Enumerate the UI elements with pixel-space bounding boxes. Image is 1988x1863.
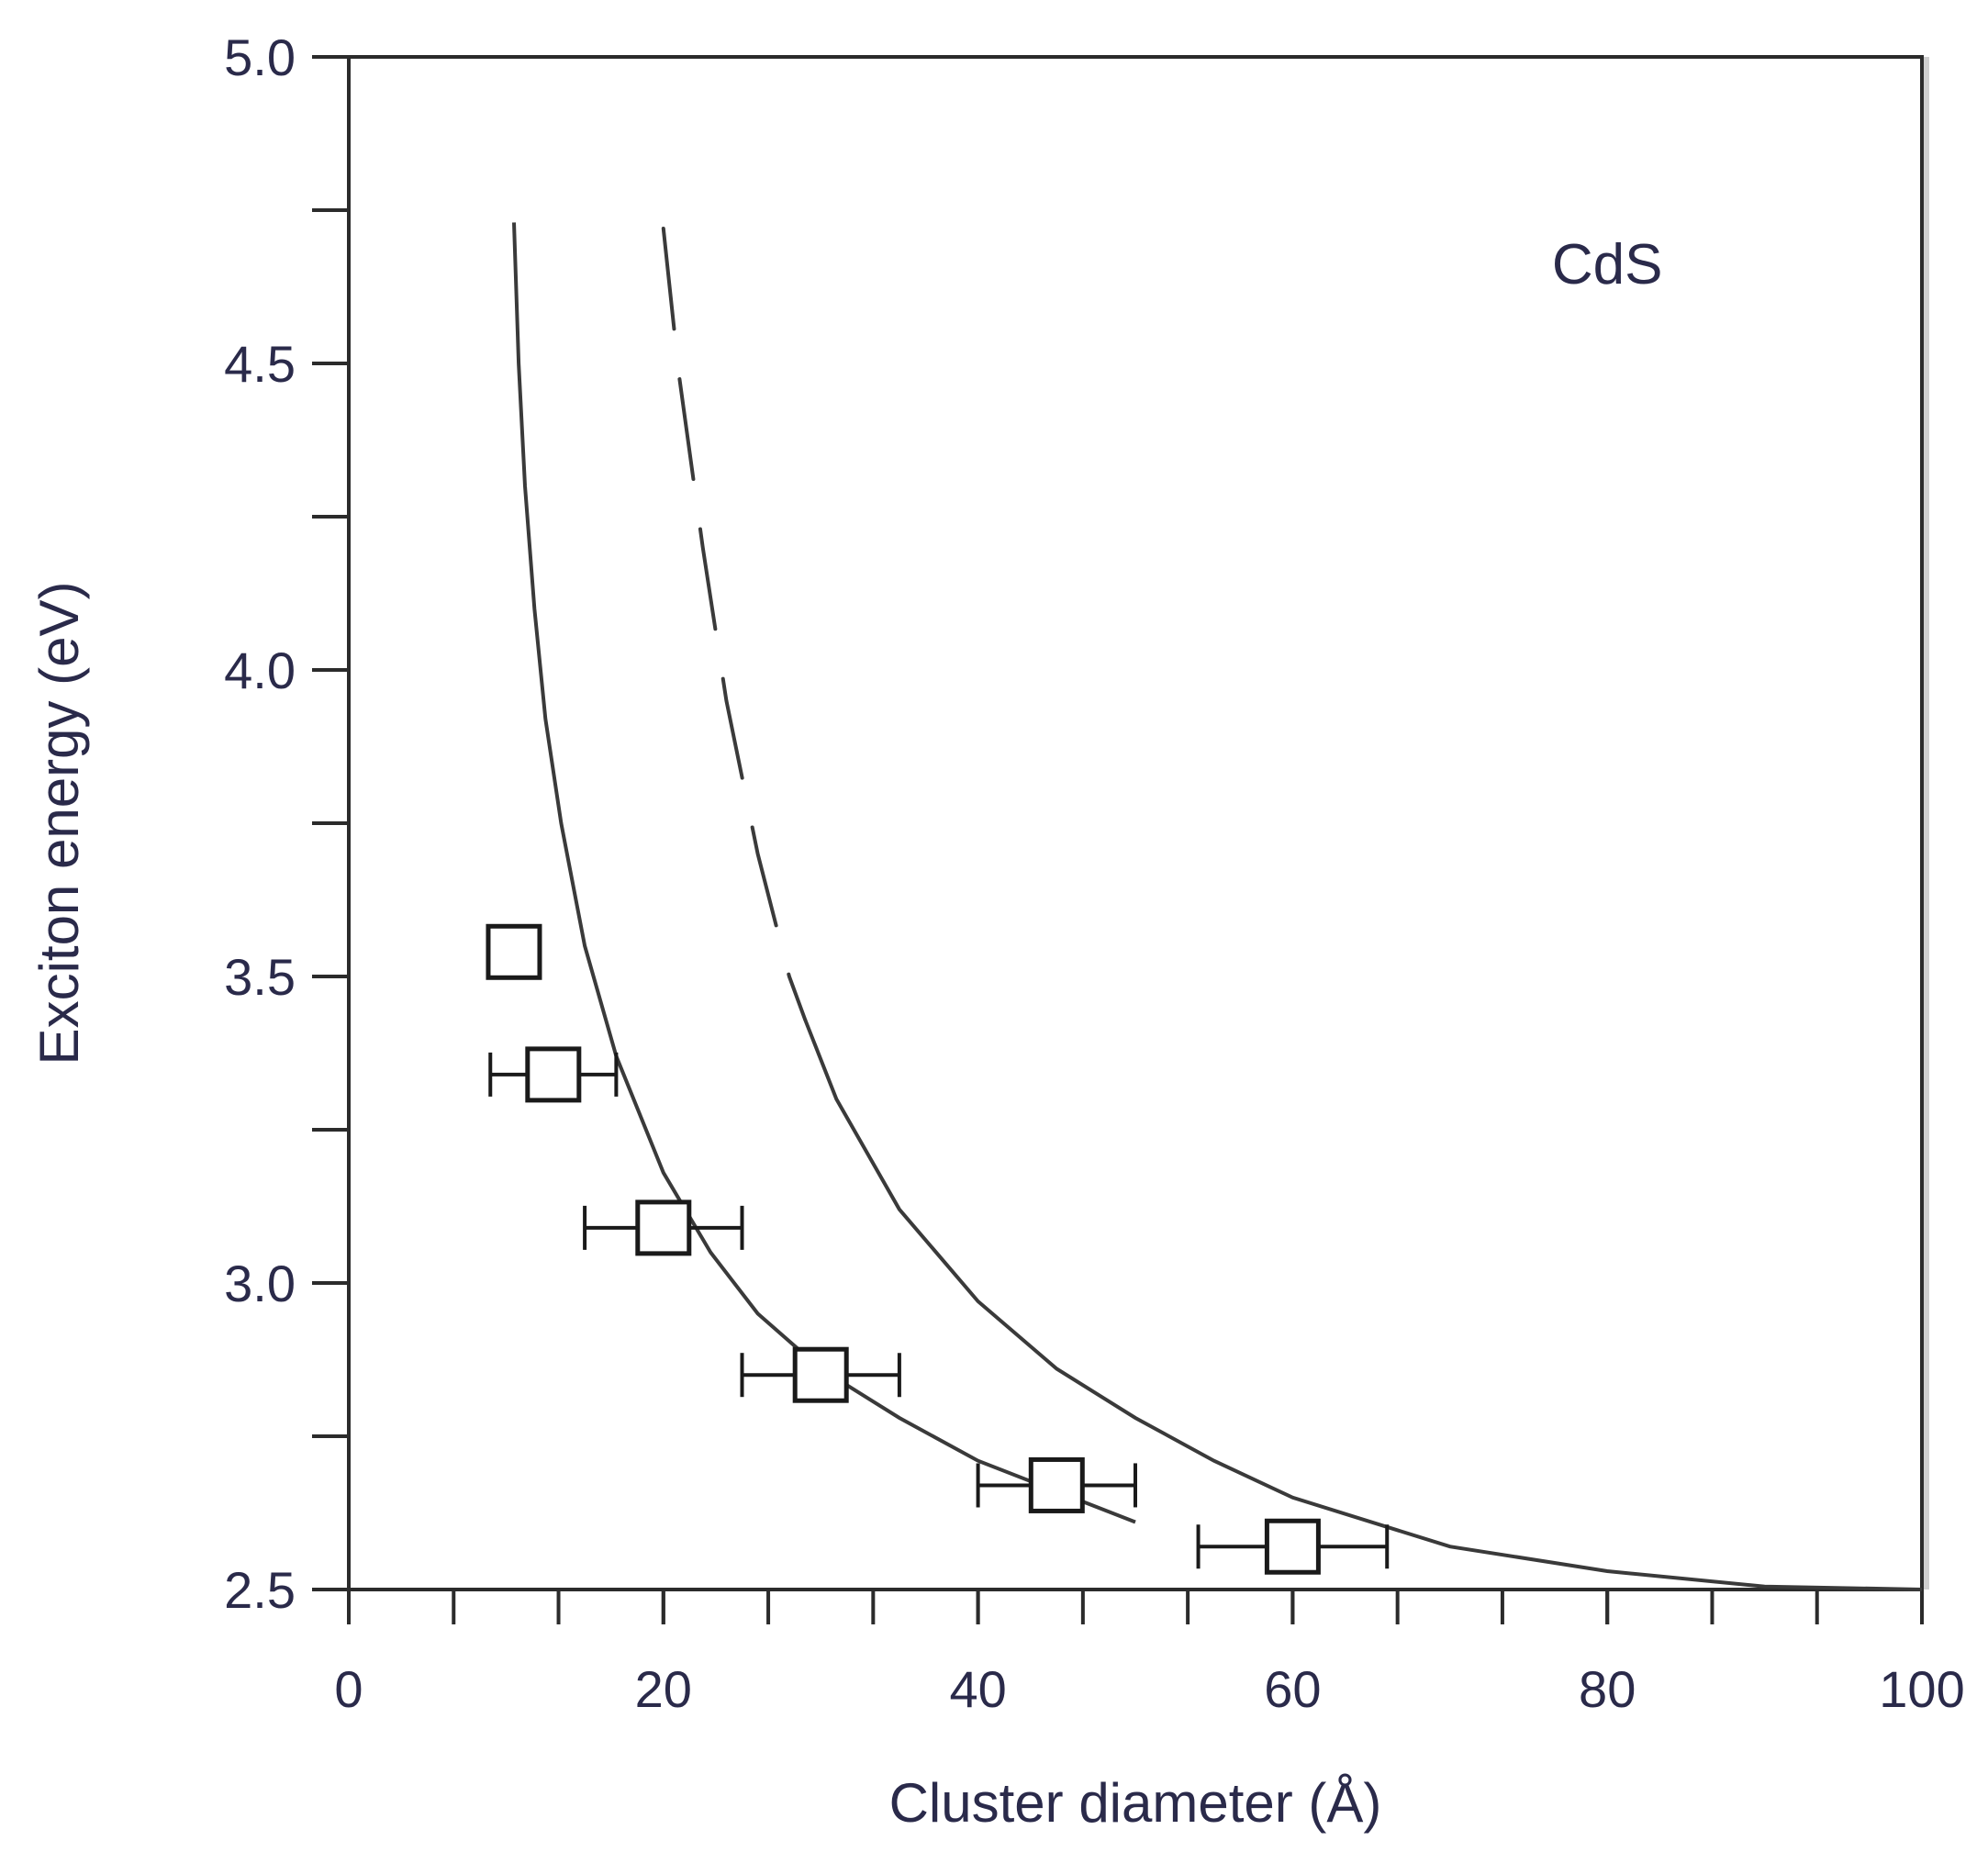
x-tick-label: 100	[1879, 1660, 1964, 1718]
y-tick-label: 4.0	[224, 641, 296, 699]
open-square-marker	[635, 1199, 692, 1256]
y-tick-label: 3.0	[224, 1255, 296, 1312]
y-tick-label: 5.0	[224, 28, 296, 86]
y-axis-ticks: 2.5 3.0 3.5 4.0 4.5 5.0	[224, 28, 349, 1619]
x-axis-ticks: 0 20 40 60 80 100	[334, 1590, 1965, 1718]
open-square-marker	[792, 1346, 849, 1403]
solid-curve-0	[512, 222, 1136, 1524]
y-tick-label: 4.5	[224, 335, 296, 393]
dashed-curve-segment	[661, 227, 808, 1021]
solid-curve-segment	[803, 1019, 1923, 1591]
plot-frame-right-shadow	[1924, 57, 1929, 1590]
open-square-marker	[1264, 1518, 1321, 1575]
x-tick-label: 40	[949, 1660, 1006, 1718]
annotation-label: CdS	[1552, 233, 1663, 296]
x-axis-title: Cluster diameter (Å)	[889, 1772, 1382, 1834]
open-square-marker	[486, 923, 542, 980]
y-tick-label: 3.5	[224, 948, 296, 1006]
y-tick-label: 2.5	[224, 1561, 296, 1619]
x-tick-label: 20	[635, 1660, 692, 1718]
open-square-marker	[525, 1046, 582, 1103]
x-tick-label: 60	[1264, 1660, 1321, 1718]
data-markers	[486, 923, 1390, 1575]
fitted-curves	[512, 222, 1923, 1591]
plot-frame	[347, 55, 1924, 1591]
x-tick-label: 80	[1579, 1660, 1636, 1718]
axes: 0 20 40 60 80 100 2.5 3.0 3.5 4.0 4.5 5.0	[224, 28, 1965, 1718]
x-tick-label: 0	[334, 1660, 363, 1718]
y-axis-title: Exciton energy (eV)	[28, 582, 90, 1065]
open-square-marker	[1028, 1456, 1085, 1513]
